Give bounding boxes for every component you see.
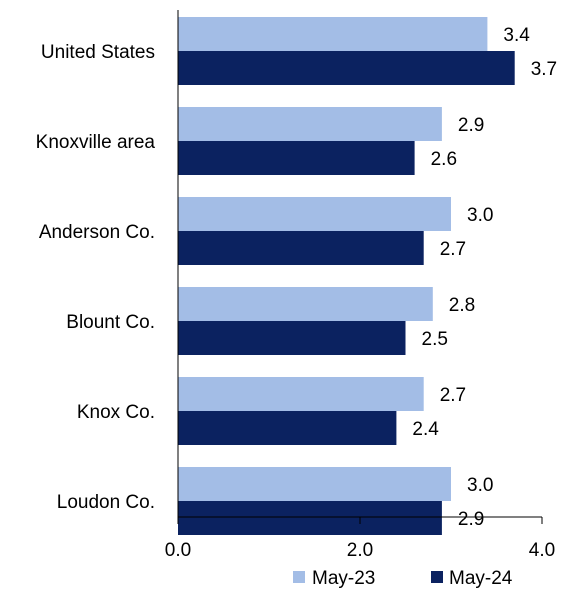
legend-swatch-may-23 <box>293 571 305 583</box>
data-label: 2.8 <box>449 295 475 316</box>
bar-may-24-5 <box>178 501 442 535</box>
x-tick-label: 2.0 <box>347 540 373 561</box>
category-label: Knox Co. <box>77 402 155 423</box>
data-label: 3.4 <box>503 25 530 46</box>
data-label: 3.0 <box>467 205 493 226</box>
bar-may-23-3 <box>178 287 433 321</box>
bar-may-23-1 <box>178 107 442 141</box>
bar-may-23-4 <box>178 377 424 411</box>
data-label: 2.9 <box>458 115 484 136</box>
x-tick-label: 0.0 <box>165 540 191 561</box>
bar-may-23-5 <box>178 467 451 501</box>
bar-may-24-1 <box>178 141 415 175</box>
category-label: Blount Co. <box>66 312 155 333</box>
x-tick-label: 4.0 <box>529 540 555 561</box>
bar-may-24-3 <box>178 321 406 355</box>
data-label: 2.7 <box>440 385 466 406</box>
category-label: United States <box>41 42 155 63</box>
category-label: Knoxville area <box>36 132 156 153</box>
data-label: 2.9 <box>458 509 484 530</box>
bar-may-23-2 <box>178 197 451 231</box>
bar-may-24-4 <box>178 411 397 445</box>
category-label: Anderson Co. <box>39 222 155 243</box>
data-label: 2.6 <box>431 149 457 170</box>
data-label: 2.5 <box>422 329 448 350</box>
legend-label-may-24: May-24 <box>449 568 513 589</box>
bar-may-24-0 <box>178 51 515 85</box>
legend-swatch-may-24 <box>431 571 443 583</box>
category-label: Loudon Co. <box>57 492 155 513</box>
data-label: 2.4 <box>412 419 439 440</box>
bar-may-23-0 <box>178 17 488 51</box>
legend-label-may-23: May-23 <box>312 568 375 589</box>
data-label: 2.7 <box>440 239 466 260</box>
data-label: 3.0 <box>467 475 493 496</box>
data-label: 3.7 <box>531 59 557 80</box>
bar-may-24-2 <box>178 231 424 265</box>
